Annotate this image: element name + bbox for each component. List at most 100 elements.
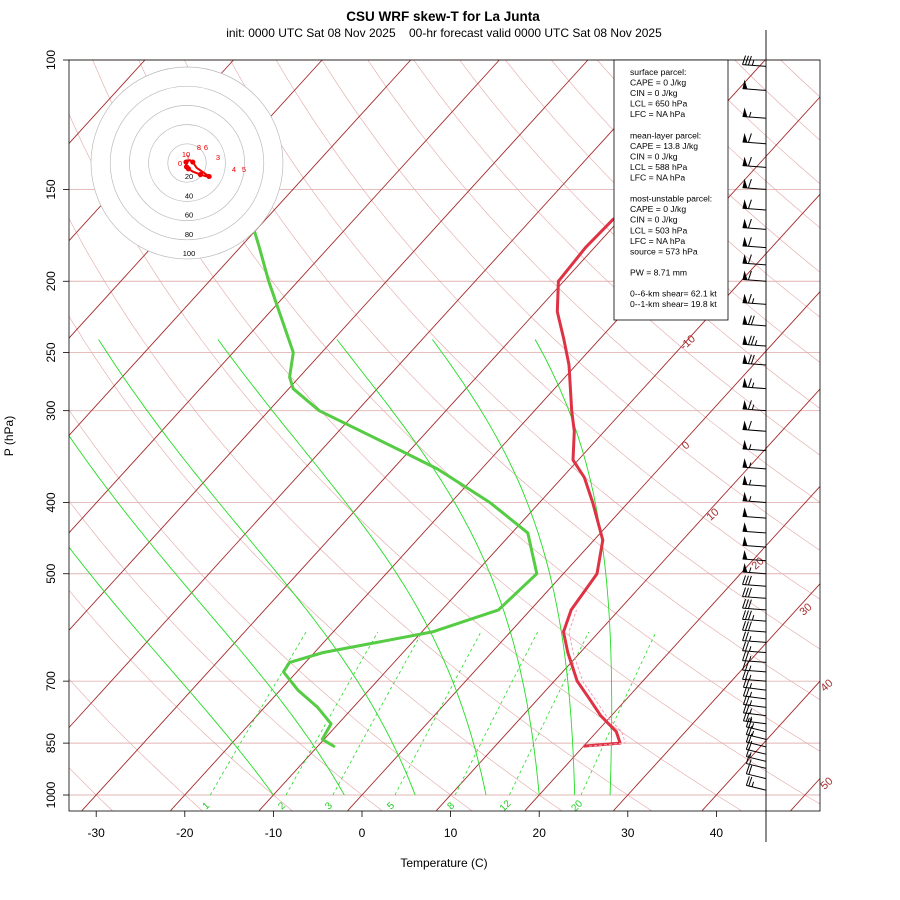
wind-barb	[742, 156, 767, 168]
mixing-ratio-label: 8	[446, 800, 458, 812]
y-tick-label: 100	[44, 50, 58, 70]
hodograph-ring	[90, 66, 284, 260]
hodograph-height-label: 10	[182, 150, 190, 159]
wind-barb	[742, 686, 767, 700]
info-line: PW = 8.71 mm	[630, 267, 687, 277]
isotherm-label: 50	[818, 775, 835, 792]
mixing-ratio-line	[509, 631, 590, 796]
mixing-ratio-line	[394, 631, 482, 796]
moist-adiabat	[217, 339, 487, 796]
isotherm-label: -10	[678, 333, 698, 353]
dry-adiabat	[230, 59, 821, 650]
mixing-ratio-label: 12	[498, 798, 514, 814]
info-line: LFC = NA hPa	[630, 236, 685, 246]
moist-adiabat	[432, 339, 576, 795]
y-tick-label: 500	[44, 563, 58, 583]
info-line: CIN = 0 J/kg	[630, 88, 678, 98]
moist-adiabat	[68, 435, 345, 796]
hodograph-point	[183, 164, 190, 170]
x-axis-title: Temperature (C)	[400, 856, 487, 870]
info-line: CIN = 0 J/kg	[630, 215, 678, 225]
y-tick-label: 250	[44, 342, 58, 362]
wind-barb	[742, 610, 767, 622]
wind-barb	[742, 458, 767, 470]
wind-barb	[742, 199, 767, 211]
info-line: source = 573 hPa	[630, 246, 698, 256]
wind-barb	[742, 315, 767, 327]
wind-barb	[742, 562, 767, 575]
hodograph-height-label: 8	[197, 143, 201, 152]
mixing-ratio-line	[580, 631, 657, 796]
hodograph-height-label: 0	[178, 159, 182, 168]
wind-barb	[742, 218, 767, 230]
moist-adiabat	[336, 339, 540, 796]
mixing-ratio-label: 3	[323, 800, 335, 812]
info-line: mean-layer parcel:	[630, 130, 701, 140]
mixing-ratio-label: 5	[385, 800, 397, 812]
wind-barb	[742, 55, 767, 67]
y-tick-label: 300	[44, 400, 58, 420]
isotherm-line	[524, 486, 821, 811]
wind-barb	[742, 507, 767, 519]
dry-adiabat	[321, 59, 821, 551]
mixing-ratio-line	[285, 631, 379, 796]
mixing-ratio-line	[209, 631, 307, 796]
info-line: LCL = 503 hPa	[630, 225, 687, 235]
hodograph: 20 40 60 80 100 01 3 4 5 68 10	[90, 66, 284, 260]
info-line: LCL = 588 hPa	[630, 162, 687, 172]
mixing-ratio-label: 1	[201, 800, 213, 812]
hodograph-point	[183, 159, 189, 165]
wind-barb	[742, 293, 767, 305]
isotherm-label: 20	[749, 555, 766, 572]
parcel-trace	[568, 609, 627, 747]
dry-adiabat	[68, 500, 382, 811]
wind-barb	[742, 670, 767, 682]
y-axis-title: P (hPa)	[2, 416, 16, 456]
isotherm-line	[68, 59, 677, 728]
isotherm-label: 0	[680, 439, 693, 452]
dry-adiabat	[275, 59, 821, 600]
hodograph-ring	[167, 143, 207, 183]
wind-barb	[742, 377, 767, 390]
chart-subtitle: init: 0000 UTC Sat 08 Nov 2025 00-hr for…	[226, 26, 662, 40]
wind-barb	[742, 641, 767, 654]
mixing-ratio-line	[454, 631, 538, 796]
dry-adiabat	[68, 218, 652, 811]
dry-adiabat	[68, 767, 113, 811]
hodograph-ring-label: 60	[185, 211, 193, 220]
isotherm-line	[790, 778, 821, 811]
isotherm-line	[68, 59, 412, 436]
moist-adiabat	[68, 546, 274, 796]
wind-barb	[742, 536, 767, 548]
wind-barb	[742, 599, 767, 611]
dry-adiabat	[367, 59, 821, 503]
dry-adiabat	[138, 59, 821, 752]
dry-adiabat	[780, 59, 821, 98]
wind-barb	[742, 439, 767, 452]
wind-barb	[745, 764, 767, 780]
hodograph-height-label: 5	[242, 165, 246, 174]
wind-barb	[742, 621, 767, 633]
info-line: CAPE = 13.8 J/kg	[630, 141, 698, 151]
wind-barb	[745, 776, 767, 791]
wind-barb	[742, 354, 767, 366]
wind-barb	[742, 587, 767, 599]
y-tick-label: 700	[44, 671, 58, 691]
wind-barb	[742, 491, 767, 504]
wind-barb	[742, 575, 767, 587]
hodograph-point	[197, 171, 204, 178]
dry-adiabat	[734, 59, 821, 141]
isotherm-line	[613, 583, 821, 811]
isotherm-label: 10	[704, 506, 721, 523]
axis-layer: -30 -20 -10 0 10 20 30 401001502002503004005007…	[44, 50, 723, 840]
wind-barb	[745, 754, 767, 769]
hodograph-ring-label: 40	[185, 191, 193, 200]
hodograph-height-label: 3	[216, 153, 220, 162]
x-tick-label: 20	[533, 826, 547, 840]
wind-barb	[742, 475, 767, 487]
wind-barb	[742, 399, 767, 412]
x-tick-label: 10	[444, 826, 458, 840]
info-line: CAPE = 0 J/kg	[630, 78, 686, 88]
hodograph-ring-label: 80	[185, 230, 193, 239]
